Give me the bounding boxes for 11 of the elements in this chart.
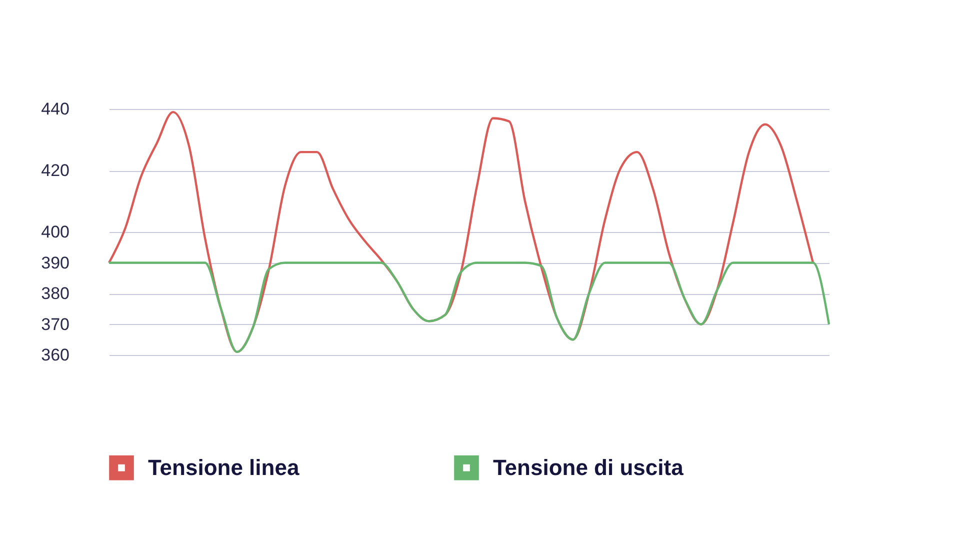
y-tick-label: 420: [41, 161, 70, 180]
y-tick-label: 390: [41, 253, 70, 272]
legend-label: Tensione di uscita: [493, 454, 684, 480]
legend-label: Tensione linea: [148, 454, 300, 480]
y-tick-label: 380: [41, 284, 70, 303]
y-tick-label: 370: [41, 314, 70, 334]
line-series: [108, 110, 814, 354]
line-series: [108, 262, 830, 354]
y-tick-label: 440: [41, 100, 70, 118]
y-tick-label: 400: [41, 222, 70, 242]
y-tick-label: 360: [41, 346, 70, 364]
